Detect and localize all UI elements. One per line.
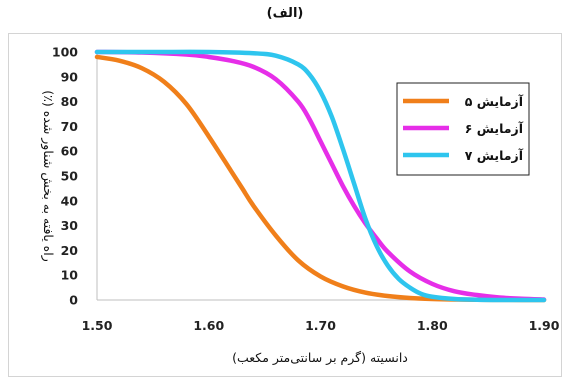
- x-tick-label: 1.70: [305, 318, 336, 333]
- legend-label-2: آزمایش ۶: [465, 121, 524, 136]
- y-tick-label: 40: [61, 193, 79, 208]
- y-tick-label: 0: [69, 293, 78, 308]
- legend-label-1: آزمایش ۵: [465, 94, 524, 109]
- x-axis-title: دانسیته (گرم بر سانتی‌متر مکعب): [232, 350, 408, 366]
- series-line-2: [94, 49, 547, 302]
- series-line-3: [94, 49, 547, 303]
- y-tick-label: 50: [61, 169, 79, 184]
- x-tick-label: 1.50: [82, 318, 113, 333]
- y-tick-label: 10: [61, 268, 79, 283]
- x-tick-label: 1.90: [529, 318, 560, 333]
- panel-label: (الف): [266, 6, 304, 21]
- y-tick-label: 30: [61, 218, 79, 233]
- y-tick-label: 90: [61, 69, 79, 84]
- y-tick-label: 100: [52, 45, 78, 60]
- series-lines: [94, 49, 547, 303]
- y-tick-label: 20: [61, 243, 79, 258]
- y-tick-labels: 0 10 20 30 40 50 60 70 80 90 100: [52, 45, 78, 308]
- legend-label-3: آزمایش ۷: [465, 148, 524, 163]
- y-tick-label: 70: [61, 119, 79, 134]
- x-tick-label: 1.80: [417, 318, 448, 333]
- y-tick-label: 80: [61, 94, 79, 109]
- x-tick-label: 1.60: [193, 318, 224, 333]
- y-tick-label: 60: [61, 144, 79, 159]
- y-axis-title: راه یافته به بخش شناور شده (٪): [40, 90, 56, 261]
- x-tick-labels: 1.50 1.60 1.70 1.80 1.90: [82, 318, 560, 333]
- legend: آزمایش ۵ آزمایش ۶ آزمایش ۷: [396, 82, 530, 176]
